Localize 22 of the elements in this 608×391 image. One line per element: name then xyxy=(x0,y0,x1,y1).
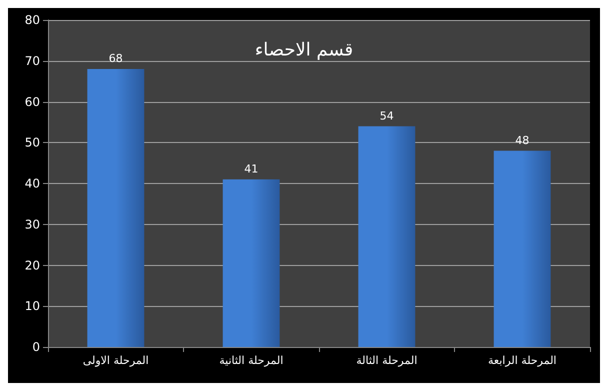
y-tick-label: 40 xyxy=(24,176,40,190)
y-tick-label: 20 xyxy=(24,258,40,272)
y-tick-label: 60 xyxy=(24,94,40,109)
y-tick-label: 10 xyxy=(24,299,40,314)
y-tick-label: 70 xyxy=(24,54,40,68)
y-tick-label: 30 xyxy=(24,217,40,232)
data-label: 54 xyxy=(380,109,394,122)
text: قسم الاحصاء xyxy=(254,40,354,60)
bar xyxy=(494,150,551,347)
x-tick-label: المرحلة الثالة xyxy=(356,354,418,367)
y-tick-label: 80 xyxy=(24,13,40,27)
data-label: 41 xyxy=(244,162,258,176)
bar xyxy=(222,179,280,347)
data-label: 48 xyxy=(515,134,530,147)
x-tick-label: المرحلة الثانية xyxy=(219,354,284,367)
x-tick-label: المرحلة الرابعة xyxy=(488,354,556,367)
y-tick-label: 50 xyxy=(24,136,40,150)
bar xyxy=(87,69,144,347)
data-label: 68 xyxy=(108,52,123,66)
bar xyxy=(358,126,416,347)
x-tick-label: المرحلة الاولى xyxy=(82,354,149,367)
y-tick-label: 0 xyxy=(32,340,40,354)
